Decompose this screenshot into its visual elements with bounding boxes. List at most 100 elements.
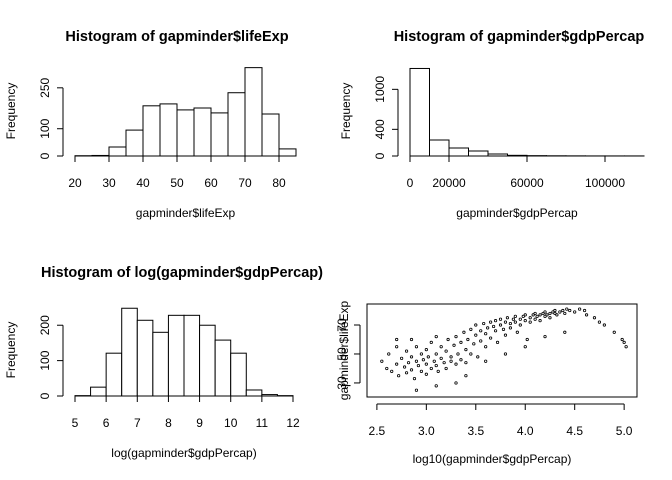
y-tick-label: 1000 xyxy=(373,76,387,103)
point xyxy=(424,348,428,352)
point xyxy=(495,340,500,344)
y-tick-label: 200 xyxy=(38,315,52,335)
bar xyxy=(214,339,232,397)
x-axis-label: log10(gapminder$gdpPercap) xyxy=(413,452,572,466)
point xyxy=(484,345,488,349)
point xyxy=(523,313,527,317)
point xyxy=(541,311,545,316)
x-axis-label: gapminder$lifeExp xyxy=(136,206,236,220)
point xyxy=(548,311,552,316)
point xyxy=(498,323,503,327)
x-tick-label: 5 xyxy=(72,416,79,430)
point xyxy=(395,362,399,366)
y-tick-label: 50 xyxy=(335,347,349,361)
point xyxy=(528,316,532,320)
y-tick-label: 100 xyxy=(38,350,52,370)
point xyxy=(419,352,423,356)
point xyxy=(404,349,409,353)
y-tick-label: 100 xyxy=(38,118,52,138)
x-tick-label: 80 xyxy=(272,176,286,190)
x-tick-label: 6 xyxy=(103,416,110,430)
point xyxy=(508,321,513,326)
point xyxy=(434,363,438,368)
bar xyxy=(261,394,278,397)
point xyxy=(612,330,616,334)
point xyxy=(449,359,453,363)
x-tick-label: 4.0 xyxy=(517,424,534,438)
point xyxy=(424,372,428,376)
point xyxy=(426,355,430,359)
bar xyxy=(136,319,154,397)
point xyxy=(505,316,510,320)
point xyxy=(533,311,537,316)
x-tick-label: 2.5 xyxy=(369,424,386,438)
point xyxy=(444,349,448,353)
point xyxy=(592,316,597,320)
bar xyxy=(245,389,263,397)
x-tick-label: 3.0 xyxy=(418,424,435,438)
y-axis-label: gapminder$lifeExp xyxy=(337,300,351,400)
bar xyxy=(409,67,430,157)
point xyxy=(545,313,549,317)
point xyxy=(553,311,557,316)
point xyxy=(493,329,498,333)
point xyxy=(484,359,488,363)
bar xyxy=(91,154,110,157)
point xyxy=(380,359,384,363)
point xyxy=(563,311,567,316)
point xyxy=(464,374,468,378)
plot-box xyxy=(366,303,638,398)
point xyxy=(421,358,425,362)
point xyxy=(429,366,433,371)
point xyxy=(462,330,466,334)
point xyxy=(503,352,508,356)
point xyxy=(436,369,440,373)
bar xyxy=(121,307,138,397)
bar xyxy=(183,314,201,397)
point xyxy=(503,333,508,337)
point xyxy=(446,337,450,342)
point xyxy=(503,320,508,324)
point xyxy=(565,307,569,311)
bar xyxy=(278,148,297,157)
point xyxy=(397,374,401,378)
point xyxy=(501,327,506,331)
point xyxy=(412,377,417,381)
point xyxy=(454,381,458,385)
point xyxy=(482,321,486,326)
bar xyxy=(507,154,528,157)
point xyxy=(563,330,567,334)
y-axis-label: Frequency xyxy=(339,83,353,140)
point xyxy=(555,313,559,317)
bar xyxy=(125,129,144,157)
point xyxy=(515,330,519,334)
point xyxy=(385,366,389,371)
point xyxy=(434,334,438,339)
y-tick-label: 400 xyxy=(373,119,387,139)
point xyxy=(553,308,557,313)
point xyxy=(442,361,446,365)
point xyxy=(454,334,458,339)
x-tick-label: 11 xyxy=(256,416,269,430)
point xyxy=(543,334,547,339)
bar xyxy=(244,67,263,157)
point xyxy=(469,352,473,356)
y-tick-label: 0 xyxy=(38,152,52,159)
bar xyxy=(448,147,469,157)
bar xyxy=(227,92,246,157)
point xyxy=(409,337,414,342)
point xyxy=(548,316,552,320)
point xyxy=(518,323,522,327)
point xyxy=(521,314,525,318)
point xyxy=(464,348,468,352)
point xyxy=(459,358,463,362)
point xyxy=(484,332,488,336)
point xyxy=(538,313,542,317)
point xyxy=(400,356,404,360)
point xyxy=(513,314,517,318)
point xyxy=(449,355,453,359)
bar xyxy=(429,139,450,157)
point xyxy=(523,319,527,323)
point xyxy=(584,313,589,317)
